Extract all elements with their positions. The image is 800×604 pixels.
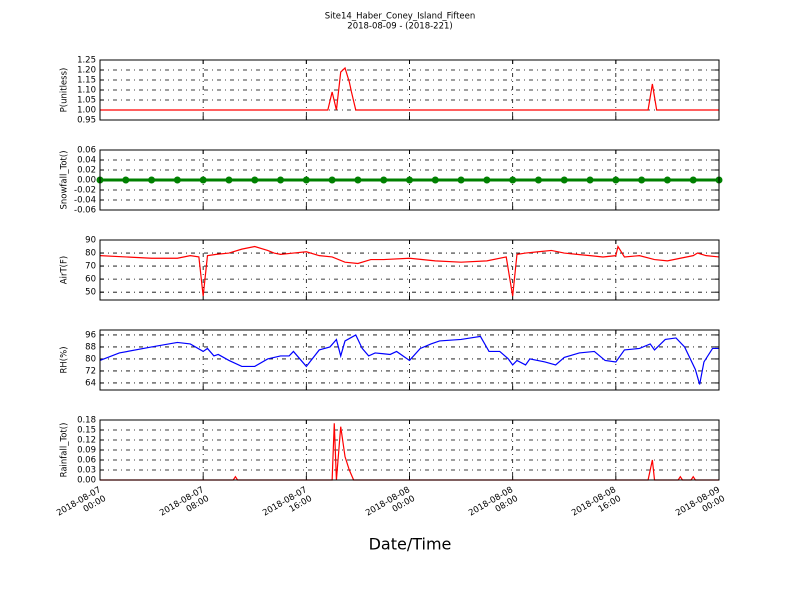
data-point bbox=[122, 176, 130, 184]
y-axis-label: P(unitless) bbox=[60, 68, 70, 113]
y-axis-label: AirT(F) bbox=[60, 256, 70, 284]
y-tick-label: 64 bbox=[85, 378, 96, 388]
data-point bbox=[277, 176, 285, 184]
y-tick-label: 0.04 bbox=[77, 156, 96, 166]
y-tick-label: 0.02 bbox=[77, 166, 96, 176]
y-tick-label: 1.10 bbox=[77, 86, 96, 96]
plot-frame bbox=[99, 419, 720, 481]
y-tick-label: 72 bbox=[85, 366, 96, 376]
data-point bbox=[689, 176, 697, 184]
data-point bbox=[663, 176, 671, 184]
y-tick-label: 1.25 bbox=[77, 56, 96, 66]
plot-frame bbox=[99, 149, 720, 211]
data-point bbox=[586, 176, 594, 184]
chart-title: Site14_Haber_Coney_Island_Fifteen bbox=[325, 12, 476, 22]
data-line bbox=[99, 244, 720, 297]
data-point bbox=[380, 176, 388, 184]
y-tick-label: 0.09 bbox=[77, 446, 96, 456]
data-point bbox=[638, 176, 646, 184]
data-point bbox=[225, 176, 233, 184]
y-tick-label: -0.04 bbox=[74, 196, 96, 206]
data-point bbox=[251, 176, 259, 184]
y-axis-label: RH(%) bbox=[60, 346, 70, 373]
data-point bbox=[406, 176, 413, 184]
x-axis-label: Date/Time bbox=[369, 535, 452, 554]
data-point bbox=[173, 176, 181, 184]
y-tick-label: 1.00 bbox=[77, 106, 96, 116]
chart-subtitle: 2018-08-09 - (2018-221) bbox=[347, 22, 452, 32]
data-point bbox=[483, 176, 491, 184]
data-point bbox=[328, 176, 336, 184]
data-line bbox=[100, 66, 719, 111]
y-tick-label: 90 bbox=[85, 236, 96, 246]
y-tick-label: 0.03 bbox=[77, 466, 96, 476]
y-tick-label: 0.06 bbox=[77, 456, 96, 466]
data-point bbox=[509, 176, 517, 184]
data-point bbox=[560, 176, 568, 184]
y-axis-label: Rainfall_Tot() bbox=[60, 423, 70, 478]
y-tick-label: -0.02 bbox=[74, 186, 96, 196]
y-tick-label: 0.00 bbox=[77, 176, 96, 186]
y-tick-label: 96 bbox=[85, 330, 96, 340]
data-point bbox=[534, 176, 542, 184]
data-line bbox=[99, 334, 719, 385]
y-tick-label: 80 bbox=[85, 354, 96, 364]
data-point bbox=[457, 176, 465, 184]
plot-frame bbox=[99, 329, 720, 391]
y-tick-label: 0.06 bbox=[77, 146, 96, 156]
y-tick-label: 0.12 bbox=[77, 436, 96, 446]
data-point bbox=[612, 176, 620, 184]
data-point bbox=[302, 176, 310, 184]
y-tick-label: 80 bbox=[85, 249, 96, 259]
y-tick-label: 0.18 bbox=[77, 416, 96, 426]
data-point bbox=[354, 176, 362, 184]
data-point bbox=[148, 176, 156, 184]
y-tick-label: 1.05 bbox=[77, 96, 96, 106]
y-axis-label: Snowfall_Tot() bbox=[60, 150, 70, 209]
y-tick-label: 0.00 bbox=[77, 476, 96, 486]
data-point bbox=[431, 176, 439, 184]
y-tick-label: 0.15 bbox=[77, 426, 96, 436]
y-tick-label: 60 bbox=[85, 275, 96, 285]
data-point bbox=[199, 176, 207, 184]
y-tick-label: 88 bbox=[85, 342, 96, 352]
y-tick-label: 70 bbox=[85, 262, 96, 272]
plot-frame bbox=[99, 59, 720, 121]
plot-frame bbox=[99, 239, 720, 301]
y-tick-label: 50 bbox=[85, 288, 96, 298]
y-tick-label: 1.15 bbox=[77, 76, 96, 86]
data-line bbox=[100, 423, 719, 481]
y-tick-label: -0.06 bbox=[74, 206, 96, 216]
y-tick-label: 0.95 bbox=[77, 116, 96, 126]
y-tick-label: 1.20 bbox=[77, 66, 96, 76]
